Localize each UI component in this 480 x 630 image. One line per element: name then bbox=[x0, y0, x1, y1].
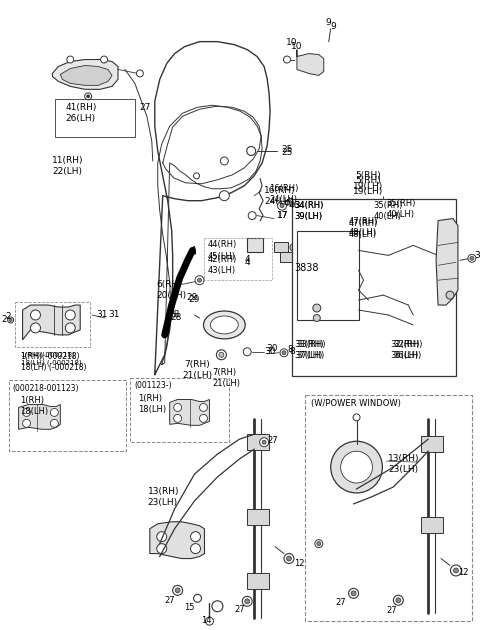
Text: 30: 30 bbox=[264, 346, 276, 356]
Text: 27: 27 bbox=[165, 597, 175, 605]
Circle shape bbox=[280, 349, 288, 357]
Text: 33(RH)
37(LH): 33(RH) 37(LH) bbox=[294, 340, 324, 360]
Circle shape bbox=[280, 203, 284, 208]
Ellipse shape bbox=[331, 441, 383, 493]
Circle shape bbox=[396, 598, 401, 603]
Circle shape bbox=[454, 568, 458, 573]
Circle shape bbox=[247, 147, 256, 156]
Circle shape bbox=[173, 585, 182, 595]
Circle shape bbox=[31, 310, 40, 320]
Polygon shape bbox=[297, 50, 324, 76]
Circle shape bbox=[205, 617, 214, 625]
Circle shape bbox=[193, 594, 202, 602]
Bar bbox=[247, 509, 269, 525]
Circle shape bbox=[353, 414, 360, 421]
Text: 31: 31 bbox=[96, 310, 108, 319]
Circle shape bbox=[174, 415, 181, 422]
Text: 27: 27 bbox=[336, 598, 346, 607]
Text: 2: 2 bbox=[2, 315, 8, 324]
Bar bbox=[247, 434, 269, 450]
Bar bbox=[274, 243, 288, 253]
Text: 5(RH)
19(LH): 5(RH) 19(LH) bbox=[353, 171, 384, 191]
Text: 17: 17 bbox=[277, 211, 288, 220]
Text: 32(RH)
36(LH): 32(RH) 36(LH) bbox=[393, 340, 423, 360]
Text: 41(RH)
26(LH): 41(RH) 26(LH) bbox=[65, 103, 96, 123]
Circle shape bbox=[284, 56, 290, 63]
Circle shape bbox=[317, 542, 321, 546]
Circle shape bbox=[23, 408, 31, 416]
Bar bbox=[247, 573, 269, 589]
Circle shape bbox=[136, 70, 144, 77]
Text: 9: 9 bbox=[331, 22, 336, 31]
Ellipse shape bbox=[210, 316, 238, 334]
Text: 35(RH)
40(LH): 35(RH) 40(LH) bbox=[373, 201, 403, 220]
Circle shape bbox=[313, 314, 320, 321]
Circle shape bbox=[260, 438, 269, 447]
Text: 29: 29 bbox=[189, 295, 200, 304]
Circle shape bbox=[157, 532, 167, 542]
Text: 15: 15 bbox=[185, 604, 195, 612]
Circle shape bbox=[351, 591, 356, 596]
Bar bbox=[297, 231, 359, 320]
Circle shape bbox=[175, 588, 180, 593]
Circle shape bbox=[195, 276, 204, 285]
Circle shape bbox=[65, 310, 75, 320]
Circle shape bbox=[348, 588, 359, 598]
Text: 27: 27 bbox=[234, 605, 245, 614]
Text: 33(RH)
37(LH): 33(RH) 37(LH) bbox=[296, 340, 325, 360]
Circle shape bbox=[290, 243, 298, 251]
Circle shape bbox=[277, 201, 287, 210]
Text: 1(RH)
18(LH): 1(RH) 18(LH) bbox=[138, 394, 166, 414]
Circle shape bbox=[468, 255, 476, 262]
Bar bbox=[204, 239, 272, 280]
Text: 13(RH)
23(LH): 13(RH) 23(LH) bbox=[388, 454, 420, 474]
Text: 16(RH)
24(LH): 16(RH) 24(LH) bbox=[264, 186, 296, 206]
Text: 1(RH)(-000218)
18(LH) (-000218): 1(RH)(-000218) 18(LH) (-000218) bbox=[21, 352, 86, 372]
Circle shape bbox=[219, 191, 229, 201]
Circle shape bbox=[451, 565, 461, 576]
Text: 44(RH)
45(LH): 44(RH) 45(LH) bbox=[207, 241, 237, 261]
Text: 46: 46 bbox=[284, 198, 295, 208]
Text: 12: 12 bbox=[458, 568, 468, 578]
Text: 32(RH)
36(LH): 32(RH) 36(LH) bbox=[390, 340, 420, 360]
Text: 1(RH)
18(LH): 1(RH) 18(LH) bbox=[21, 396, 48, 416]
Circle shape bbox=[296, 253, 304, 261]
Text: 46: 46 bbox=[289, 201, 300, 210]
Circle shape bbox=[262, 440, 266, 444]
Text: 1(RH)(-000218)
18(LH) (-000218): 1(RH)(-000218) 18(LH) (-000218) bbox=[21, 352, 81, 366]
Circle shape bbox=[157, 544, 167, 554]
Text: 7(RH)
21(LH): 7(RH) 21(LH) bbox=[213, 368, 240, 388]
Text: 4: 4 bbox=[244, 255, 250, 265]
Circle shape bbox=[8, 317, 13, 323]
Circle shape bbox=[101, 56, 108, 63]
Circle shape bbox=[216, 350, 227, 360]
Circle shape bbox=[197, 278, 202, 282]
Bar bbox=[9, 380, 126, 451]
Text: 29: 29 bbox=[187, 293, 198, 302]
Text: 9: 9 bbox=[326, 18, 332, 27]
Text: 34(RH)
39(LH): 34(RH) 39(LH) bbox=[294, 201, 324, 220]
Text: 17: 17 bbox=[277, 211, 288, 220]
Circle shape bbox=[50, 408, 59, 416]
Circle shape bbox=[9, 319, 12, 321]
Circle shape bbox=[212, 601, 223, 612]
Text: 25: 25 bbox=[281, 148, 292, 157]
Circle shape bbox=[67, 56, 74, 63]
Text: 25: 25 bbox=[281, 145, 292, 154]
Text: 28: 28 bbox=[168, 310, 180, 319]
Text: (001123-): (001123-) bbox=[134, 381, 171, 389]
Text: 4: 4 bbox=[244, 258, 250, 267]
Text: 3838: 3838 bbox=[295, 263, 319, 273]
Text: 27: 27 bbox=[267, 436, 278, 445]
Circle shape bbox=[393, 595, 403, 605]
Text: 16(RH)
24(LH): 16(RH) 24(LH) bbox=[269, 184, 299, 204]
Polygon shape bbox=[170, 399, 209, 425]
Polygon shape bbox=[19, 404, 60, 429]
Text: 47(RH)
48(LH): 47(RH) 48(LH) bbox=[348, 217, 378, 237]
Polygon shape bbox=[436, 219, 458, 305]
Polygon shape bbox=[60, 66, 112, 86]
Circle shape bbox=[282, 351, 286, 355]
Circle shape bbox=[245, 598, 250, 604]
Circle shape bbox=[470, 256, 474, 260]
Text: 42(RH)
43(LH): 42(RH) 43(LH) bbox=[207, 255, 237, 275]
